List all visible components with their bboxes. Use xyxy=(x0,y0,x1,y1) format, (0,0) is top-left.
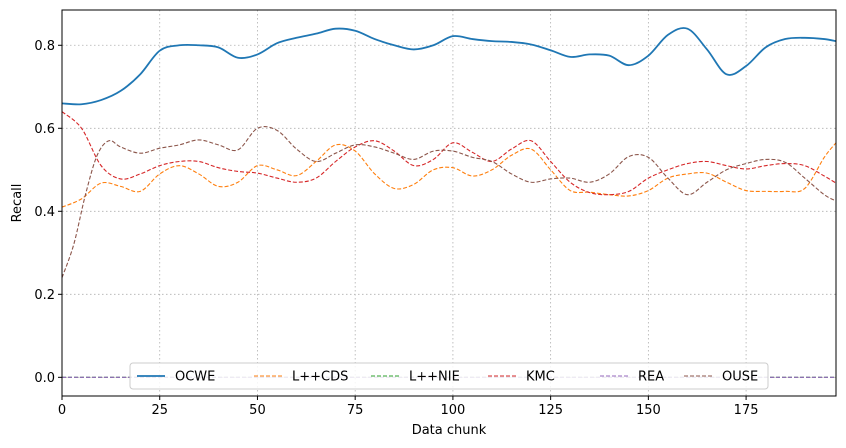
y-axis-label: Recall xyxy=(10,184,25,223)
series-line-ouse xyxy=(62,126,836,278)
x-tick-label: 175 xyxy=(734,403,759,418)
legend-label: REA xyxy=(638,370,664,385)
legend-label: L++CDS xyxy=(292,370,348,385)
ticks: 0 25 50 75 100 125 150 175 0.0 0.2 0.4 0.6 0.8 xyxy=(34,39,758,418)
legend-label: L++NIE xyxy=(409,370,460,385)
series-line-ocwe xyxy=(62,27,836,106)
legend-label: OCWE xyxy=(175,370,215,385)
x-tick-label: 100 xyxy=(440,403,465,418)
series-line-l-cds xyxy=(62,142,836,208)
series-layer xyxy=(62,27,836,378)
y-tick-label: 0.6 xyxy=(34,122,55,137)
x-tick-label: 0 xyxy=(58,403,66,418)
y-tick-label: 0.8 xyxy=(34,39,55,54)
x-axis-label: Data chunk xyxy=(412,423,487,438)
y-tick-label: 0.2 xyxy=(34,288,55,303)
x-tick-label: 50 xyxy=(249,403,266,418)
plot-frame xyxy=(61,9,837,397)
legend-label: KMC xyxy=(526,370,555,385)
legend-label: OUSE xyxy=(722,370,758,385)
x-tick-label: 75 xyxy=(347,403,364,418)
legend-box xyxy=(129,362,769,390)
x-tick-label: 25 xyxy=(151,403,168,418)
y-tick-label: 0.0 xyxy=(34,371,55,386)
legend: OCWE L++CDS L++NIE KMC REA OUSE xyxy=(129,362,769,390)
y-tick-label: 0.4 xyxy=(34,205,55,220)
x-tick-label: 125 xyxy=(538,403,563,418)
x-tick-label: 150 xyxy=(636,403,661,418)
series-line-kmc xyxy=(62,111,836,196)
